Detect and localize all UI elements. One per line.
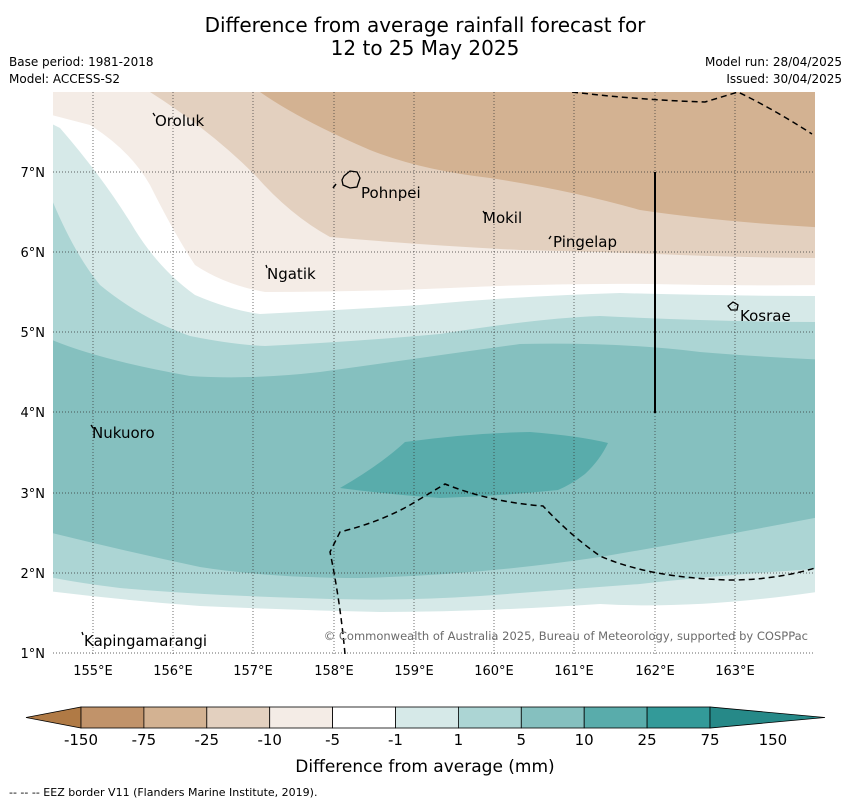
base-period: Base period: 1981-2018 [9,55,154,69]
colorbar-segment [395,706,459,729]
colorbar-segment [457,706,522,729]
pingelap-marker [548,235,552,240]
lat-label-7n: 7°N [21,166,46,181]
lat-label-1n: 1°N [21,647,46,662]
place-label-kapingamarangi: Kapingamarangi [84,632,207,650]
colorbar-segment [583,706,648,729]
copyright-text: © Commonwealth of Australia 2025, Bureau… [324,629,808,643]
colorbar-tick-label: 1 [454,731,464,749]
latitude-labels: 7°N 6°N 5°N 4°N 3°N 2°N 1°N [21,166,46,662]
place-label-nukuoro: Nukuoro [92,424,155,442]
kosrae-island-icon [727,301,739,311]
colorbar-segment [520,706,585,729]
colorbar-extend-right [709,706,826,729]
meta-right: Model run: 28/04/2025 Issued: 30/04/2025 [705,54,842,88]
place-label-kosrae: Kosrae [740,307,791,325]
rainfall-map: Oroluk Pohnpei Mokil Pingelap Ngatik Kos… [21,92,815,679]
colorbar-segment [206,706,271,729]
lat-label-3n: 3°N [21,487,46,502]
eez-footnote: -- -- -- EEZ border V11 (Flanders Marine… [9,786,318,799]
place-labels: Oroluk Pohnpei Mokil Pingelap Ngatik Kos… [84,112,791,650]
lon-label-163e: 163°E [715,664,755,679]
meta-left: Base period: 1981-2018 Model: ACCESS-S2 [9,54,154,88]
colorbar-tick-label: -5 [325,731,340,749]
colorbar-tick-label: 10 [575,731,594,749]
colorbar-tick-label: 75 [700,731,719,749]
colorbar-label: Difference from average (mm) [295,757,554,777]
title-line-1: Difference from average rainfall forecas… [204,13,646,37]
oroluk-marker [152,112,156,117]
eez-border-south [329,483,815,654]
colorbar-segment [332,706,396,729]
place-label-mokil: Mokil [483,209,522,227]
lon-label-158e: 158°E [314,664,354,679]
lon-label-162e: 162°E [635,664,675,679]
pohnpei-island-icon [341,170,361,189]
issued-date: Issued: 30/04/2025 [726,72,842,86]
eez-borders [329,92,815,654]
islands [81,112,739,636]
place-label-ngatik: Ngatik [267,265,316,283]
title-line-2: 12 to 25 May 2025 [330,36,520,60]
chart-title: Difference from average rainfall forecas… [0,14,850,60]
lat-label-5n: 5°N [21,326,46,341]
colorbar-segment [269,706,334,729]
colorbar-tick-labels: -150 -75 -25 -10 -5 -1 1 5 10 25 75 150 [64,731,787,749]
lon-label-160e: 160°E [474,664,514,679]
colorbar-tick-label: -10 [257,731,282,749]
colorbar-segments [25,706,826,729]
nukuoro-marker [90,424,94,429]
kapingamarangi-marker [81,631,84,636]
model-name: Model: ACCESS-S2 [9,72,121,86]
colorbar: -150 -75 -25 -10 -5 -1 1 5 10 25 75 150 Difference … [25,706,826,777]
lon-label-155e: 155°E [73,664,113,679]
place-label-pohnpei: Pohnpei [361,184,421,202]
model-run: Model run: 28/04/2025 [704,55,842,69]
colorbar-extend-left [25,706,82,729]
colorbar-tick-label: -25 [195,731,220,749]
band-wet-25 [340,432,608,498]
eez-border-north [571,92,813,135]
lon-label-161e: 161°E [554,664,594,679]
place-label-oroluk: Oroluk [155,112,204,130]
lon-label-157e: 157°E [233,664,273,679]
longitude-labels: 155°E 156°E 157°E 158°E 159°E 160°E 161°… [73,664,755,679]
lat-label-6n: 6°N [21,246,46,261]
lon-label-159e: 159°E [394,664,434,679]
colorbar-segment [80,706,145,729]
colorbar-segment [143,706,208,729]
mokil-marker [482,210,486,215]
colorbar-segment [646,706,711,729]
colorbar-tick-label: -150 [64,731,98,749]
lat-label-4n: 4°N [21,406,46,421]
colorbar-tick-label: -75 [132,731,157,749]
ngatik-marker [265,264,268,269]
place-label-pingelap: Pingelap [553,233,617,251]
colorbar-tick-label: 5 [517,731,527,749]
colorbar-tick-label: 25 [638,731,657,749]
colorbar-tick-label: 150 [759,731,788,749]
lat-label-2n: 2°N [21,567,46,582]
colorbar-tick-label: -1 [388,731,403,749]
contour-fills [53,92,815,654]
lon-label-156e: 156°E [153,664,193,679]
